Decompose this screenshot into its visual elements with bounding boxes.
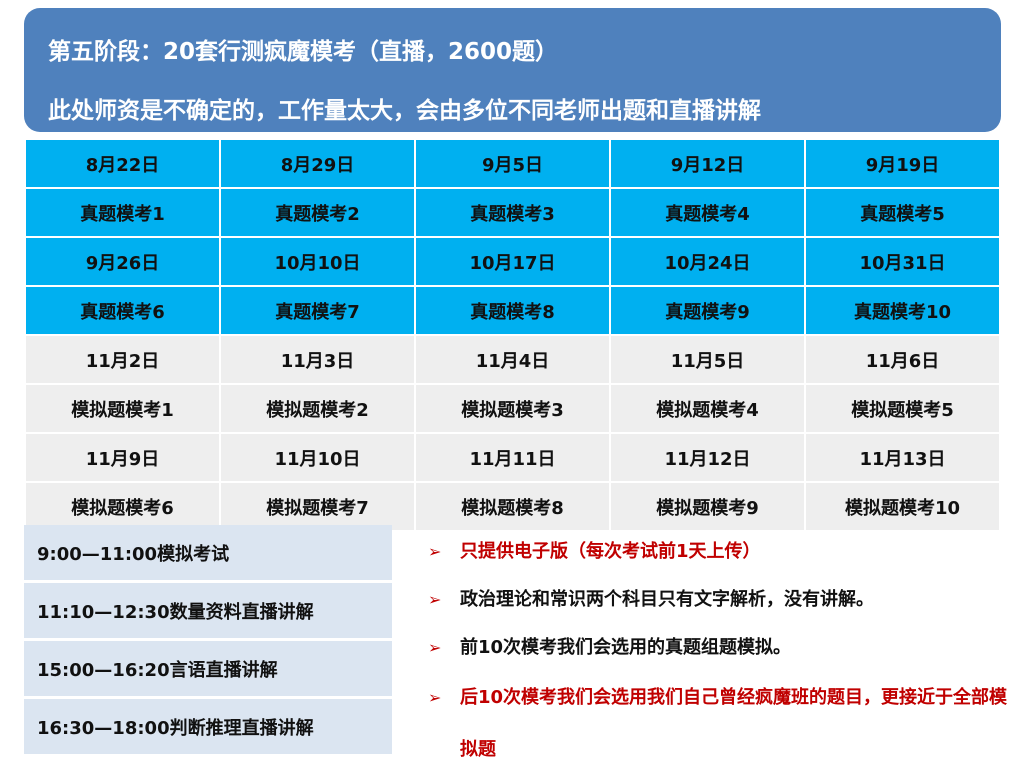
date-cell: 10月17日 — [414, 236, 611, 287]
exam-cell: 模拟题模考3 — [414, 383, 611, 434]
exam-cell: 真题模考4 — [609, 187, 806, 238]
stage-header: 第五阶段：20套行测疯魔模考（直播，2600题） 此处师资是不确定的，工作量太大… — [24, 8, 1001, 132]
schedule-table: 8月22日 8月29日 9月5日 9月12日 9月19日 真题模考1 真题模考2… — [24, 138, 1001, 532]
note-item: ➢ 只提供电子版（每次考试前1天上传） — [428, 528, 1008, 576]
date-cell: 9月26日 — [24, 236, 221, 287]
exam-cell: 真题模考7 — [219, 285, 416, 336]
exam-cell: 真题模考1 — [24, 187, 221, 238]
exam-cell: 模拟题模考10 — [804, 481, 1001, 532]
arrow-bullet-icon: ➢ — [428, 688, 442, 707]
exam-cell: 真题模考2 — [219, 187, 416, 238]
exam-cell: 真题模考9 — [609, 285, 806, 336]
date-row: 9月26日 10月10日 10月17日 10月24日 10月31日 — [24, 236, 1001, 287]
date-row: 11月2日 11月3日 11月4日 11月5日 11月6日 — [24, 334, 1001, 385]
arrow-bullet-icon: ➢ — [428, 638, 442, 657]
note-text: 只提供电子版（每次考试前1天上传） — [460, 541, 761, 562]
exam-cell: 真题模考8 — [414, 285, 611, 336]
date-cell: 9月5日 — [414, 138, 611, 189]
date-cell: 11月12日 — [609, 432, 806, 483]
date-cell: 11月4日 — [414, 334, 611, 385]
date-cell: 8月29日 — [219, 138, 416, 189]
date-cell: 11月6日 — [804, 334, 1001, 385]
exam-cell: 真题模考6 — [24, 285, 221, 336]
arrow-bullet-icon: ➢ — [428, 542, 442, 561]
note-item: ➢ 前10次模考我们会选用的真题组题模拟。 — [428, 624, 1008, 672]
exam-cell: 模拟题模考8 — [414, 481, 611, 532]
date-cell: 11月3日 — [219, 334, 416, 385]
date-cell: 11月5日 — [609, 334, 806, 385]
exam-cell: 模拟题模考1 — [24, 383, 221, 434]
time-slot: 15:00—16:20言语直播讲解 — [24, 641, 392, 696]
daily-time-schedule: 9:00—11:00模拟考试 11:10—12:30数量资料直播讲解 15:00… — [24, 525, 392, 763]
exam-cell: 模拟题模考6 — [24, 481, 221, 532]
date-row: 8月22日 8月29日 9月5日 9月12日 9月19日 — [24, 138, 1001, 189]
exam-cell: 真题模考10 — [804, 285, 1001, 336]
stage-title: 第五阶段：20套行测疯魔模考（直播，2600题） — [48, 39, 559, 65]
exam-cell: 真题模考5 — [804, 187, 1001, 238]
date-cell: 9月19日 — [804, 138, 1001, 189]
stage-subtitle: 此处师资是不确定的，工作量太大，会由多位不同老师出题和直播讲解 — [48, 98, 761, 124]
date-cell: 10月31日 — [804, 236, 1001, 287]
date-cell: 11月2日 — [24, 334, 221, 385]
note-text: 政治理论和常识两个科目只有文字解析，没有讲解。 — [460, 589, 874, 610]
note-item: ➢ 后10次模考我们会选用我们自己曾经疯魔班的题目，更接近于全部模拟题 — [428, 672, 1008, 776]
notes-list: ➢ 只提供电子版（每次考试前1天上传） ➢ 政治理论和常识两个科目只有文字解析，… — [428, 528, 1008, 776]
note-item: ➢ 政治理论和常识两个科目只有文字解析，没有讲解。 — [428, 576, 1008, 624]
exam-cell: 模拟题模考7 — [219, 481, 416, 532]
exam-row: 模拟题模考6 模拟题模考7 模拟题模考8 模拟题模考9 模拟题模考10 — [24, 481, 1001, 532]
date-cell: 11月13日 — [804, 432, 1001, 483]
arrow-bullet-icon: ➢ — [428, 590, 442, 609]
date-cell: 11月11日 — [414, 432, 611, 483]
note-text: 前10次模考我们会选用的真题组题模拟。 — [460, 637, 792, 658]
time-slot: 9:00—11:00模拟考试 — [24, 525, 392, 580]
exam-row: 真题模考1 真题模考2 真题模考3 真题模考4 真题模考5 — [24, 187, 1001, 238]
date-cell: 11月10日 — [219, 432, 416, 483]
exam-cell: 模拟题模考2 — [219, 383, 416, 434]
date-cell: 8月22日 — [24, 138, 221, 189]
date-cell: 10月10日 — [219, 236, 416, 287]
date-cell: 11月9日 — [24, 432, 221, 483]
time-slot: 16:30—18:00判断推理直播讲解 — [24, 699, 392, 754]
exam-cell: 真题模考3 — [414, 187, 611, 238]
note-text: 后10次模考我们会选用我们自己曾经疯魔班的题目，更接近于全部模拟题 — [460, 687, 1008, 760]
time-slot: 11:10—12:30数量资料直播讲解 — [24, 583, 392, 638]
date-row: 11月9日 11月10日 11月11日 11月12日 11月13日 — [24, 432, 1001, 483]
exam-cell: 模拟题模考9 — [609, 481, 806, 532]
exam-row: 真题模考6 真题模考7 真题模考8 真题模考9 真题模考10 — [24, 285, 1001, 336]
exam-row: 模拟题模考1 模拟题模考2 模拟题模考3 模拟题模考4 模拟题模考5 — [24, 383, 1001, 434]
exam-cell: 模拟题模考5 — [804, 383, 1001, 434]
date-cell: 9月12日 — [609, 138, 806, 189]
exam-cell: 模拟题模考4 — [609, 383, 806, 434]
date-cell: 10月24日 — [609, 236, 806, 287]
